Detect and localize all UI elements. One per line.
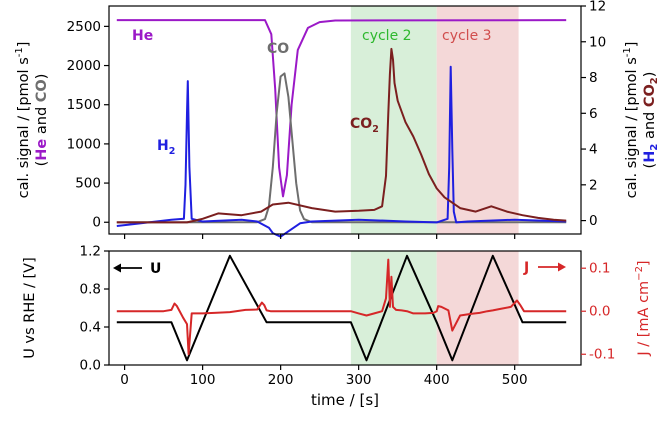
left-tick-label: 0.0 <box>80 358 101 374</box>
left-tick-label: 500 <box>75 176 101 192</box>
top-left-ylabel-main: cal. signal / [pmol s-1] <box>14 42 32 199</box>
bottom-xlabel: time / [s] <box>311 391 379 409</box>
u-arrow-label: U <box>113 261 161 277</box>
bottom-panel: 0.0 0.4 0.8 1.2 0.1 0.0 -0.1 0 100 200 300 400 500… <box>22 244 652 410</box>
series-line-co2 <box>116 47 567 224</box>
left-tick-label: 1.2 <box>80 244 101 260</box>
right-tick-label: 0.1 <box>589 261 610 277</box>
j-arrow-head-icon <box>558 262 566 272</box>
right-tick-label: -0.1 <box>589 347 615 363</box>
left-tick-label: 1500 <box>67 97 101 113</box>
x-tick-label: 200 <box>268 372 294 388</box>
label-he: He <box>132 28 153 44</box>
j-arrow-text: J <box>523 260 529 276</box>
bottom-x-ticks: 0 100 200 300 400 500 <box>120 365 528 388</box>
top-right-ylabel-sub: (H2 and CO2) <box>642 72 660 169</box>
right-tick-label: 0 <box>589 213 598 229</box>
bottom-shaded-regions <box>350 251 519 365</box>
j-arrow-label: J <box>523 260 566 276</box>
right-tick-label: 12 <box>589 0 606 15</box>
right-tick-label: 4 <box>589 142 598 158</box>
right-tick-label: 2 <box>589 177 598 193</box>
top-right-ylabel-main: cal. signal / [pmol s-1] <box>622 42 640 199</box>
left-tick-label: 0 <box>92 215 101 231</box>
label-co2: CO2 <box>350 116 379 135</box>
bottom-left-ticks: 0.0 0.4 0.8 1.2 <box>80 244 109 374</box>
left-tick-label: 0.4 <box>80 320 101 336</box>
label-cycle-3: cycle 3 <box>442 28 492 44</box>
u-arrow-text: U <box>150 261 161 277</box>
bottom-right-ylabel: J / [mA cm−2] <box>634 260 652 356</box>
top-x-ticks <box>124 234 516 239</box>
shaded-region-2 <box>350 6 437 234</box>
top-left-ticks: 0 500 1000 1500 2000 2500 <box>67 19 109 231</box>
x-tick-label: 0 <box>120 372 129 388</box>
top-right-ylabel: cal. signal / [pmol s-1] (H2 and CO2) <box>622 42 660 199</box>
top-left-ylabel: cal. signal / [pmol s-1] (He and CO) <box>14 42 50 199</box>
label-co2-main: CO <box>350 116 372 132</box>
top-left-ylabel-sub: (He and CO) <box>34 74 50 167</box>
label-cycle-2: cycle 2 <box>362 28 412 44</box>
series-line-j <box>116 258 567 356</box>
x-tick-label: 300 <box>346 372 372 388</box>
label-h2: H2 <box>157 138 175 157</box>
top-series-lines <box>116 19 567 238</box>
left-tick-label: 2000 <box>67 58 101 74</box>
right-tick-label: 6 <box>589 106 598 122</box>
label-h2-main: H <box>157 138 169 154</box>
x-tick-label: 400 <box>424 372 450 388</box>
left-tick-label: 1000 <box>67 136 101 152</box>
right-tick-label: 8 <box>589 70 598 86</box>
x-tick-label: 500 <box>502 372 528 388</box>
bottom-right-ticks: 0.1 0.0 -0.1 <box>581 261 615 363</box>
right-tick-label: 0.0 <box>589 304 610 320</box>
series-line-he <box>116 19 567 198</box>
top-plot-frame <box>108 5 582 235</box>
bottom-series-lines <box>116 254 567 362</box>
u-arrow-head-icon <box>113 263 121 273</box>
label-co: CO <box>267 41 289 57</box>
top-right-ticks: 0 2 4 6 8 10 12 <box>581 0 606 229</box>
left-tick-label: 0.8 <box>80 282 101 298</box>
top-shaded-regions <box>350 6 519 234</box>
series-line-u <box>116 254 567 362</box>
series-line-h2 <box>116 65 567 238</box>
bottom-left-ylabel: U vs RHE / [V] <box>22 257 38 358</box>
x-tick-label: 100 <box>190 372 216 388</box>
label-h2-sub: 2 <box>169 146 176 157</box>
bottom-plot-frame <box>108 250 582 366</box>
left-tick-label: 2500 <box>67 19 101 35</box>
right-tick-label: 10 <box>589 34 606 50</box>
series-line-co <box>116 72 567 224</box>
label-co2-sub: 2 <box>372 124 379 135</box>
